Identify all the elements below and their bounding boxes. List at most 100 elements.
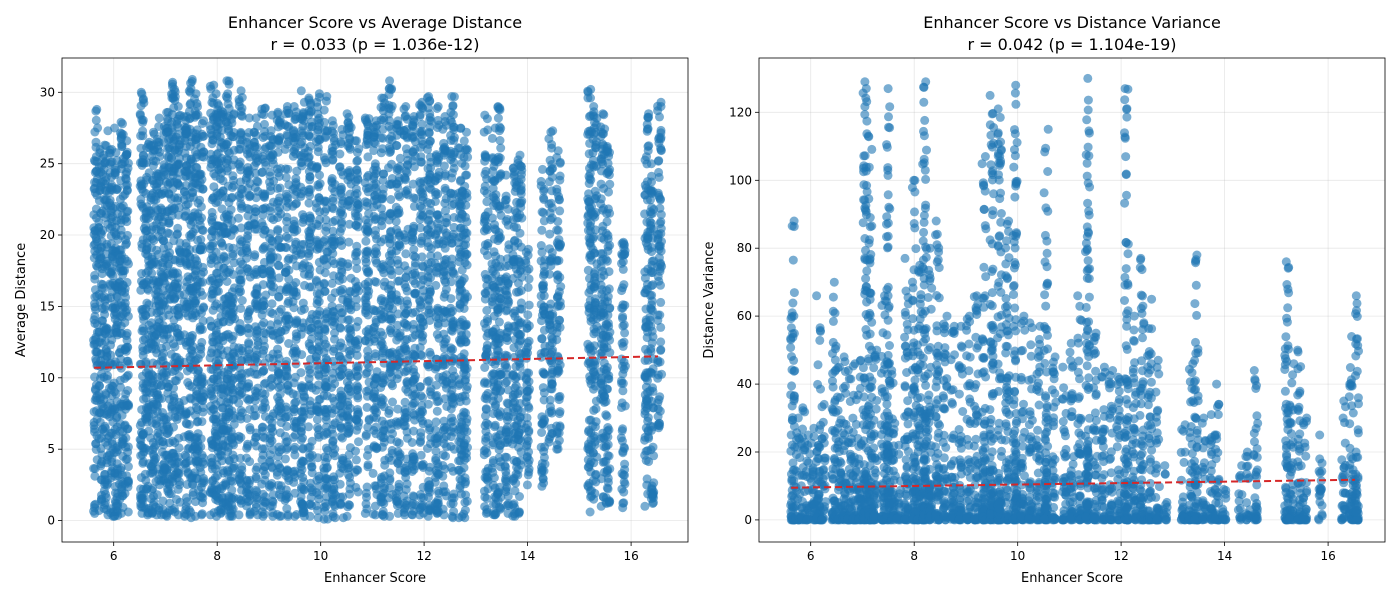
left-scatter-point (351, 482, 361, 492)
left-scatter-point (416, 157, 426, 167)
left-scatter-point (289, 432, 298, 442)
left-scatter-point (385, 265, 395, 275)
left-scatter-point (207, 139, 217, 149)
left-scatter-point (305, 172, 315, 182)
left-scatter-point (352, 264, 362, 274)
left-scatter-point (392, 165, 402, 175)
left-scatter-point (448, 344, 458, 354)
left-scatter-point (187, 187, 197, 197)
left-scatter-point (288, 297, 298, 307)
left-scatter-point (197, 225, 207, 235)
left-scatter-point (392, 437, 402, 447)
left-scatter-point (368, 509, 378, 519)
left-scatter-point (237, 296, 247, 305)
left-scatter-point (89, 156, 99, 165)
left-scatter-point (282, 322, 292, 332)
left-scatter-point (273, 235, 283, 245)
left-scatter-point (345, 500, 355, 510)
left-scatter-point (137, 326, 147, 336)
left-scatter-point (431, 417, 441, 427)
left-scatter-point (257, 321, 267, 331)
left-scatter-point (343, 397, 353, 407)
left-scatter-point (385, 511, 395, 521)
left-scatter-point (335, 162, 344, 172)
left-scatter-point (438, 450, 448, 460)
left-scatter-point (110, 123, 119, 133)
left-scatter-point (123, 507, 133, 517)
left-scatter-point (462, 127, 471, 137)
left-scatter-point (392, 255, 402, 265)
left-scatter-point (416, 490, 425, 499)
left-scatter-point (122, 356, 132, 366)
left-scatter-point (281, 232, 291, 242)
left-scatter-point (281, 494, 291, 504)
left-scatter-point (190, 356, 200, 366)
left-scatter-point (227, 500, 237, 510)
left-scatter-point (242, 382, 252, 392)
left-scatter-point (337, 224, 346, 233)
left-scatter-point (197, 417, 207, 427)
left-scatter-point (99, 261, 109, 271)
left-scatter-point (447, 152, 457, 162)
left-scatter-point (353, 393, 363, 403)
left-scatter-point (378, 189, 388, 199)
left-scatter-point (449, 92, 459, 102)
left-scatter-point (138, 150, 148, 160)
left-scatter-point (408, 147, 418, 157)
left-scatter-point (137, 89, 147, 99)
left-scatter-point (100, 498, 110, 508)
left-scatter-point (250, 396, 260, 406)
left-scatter-point (171, 376, 181, 386)
left-scatter-point (351, 211, 361, 221)
left-scatter-point (236, 304, 246, 313)
left-scatter-point (198, 262, 208, 272)
left-scatter-point (423, 230, 433, 240)
left-scatter-point (384, 234, 394, 244)
left-scatter-point (344, 237, 354, 247)
left-scatter-point (430, 364, 440, 374)
left-scatter-point (352, 381, 362, 390)
left-scatter-point (416, 450, 426, 460)
left-scatter-point (252, 176, 262, 186)
left-scatter-point (191, 110, 201, 120)
left-scatter-point (423, 419, 433, 429)
left-scatter-point (109, 227, 119, 237)
left-scatter-point (312, 310, 322, 319)
left-scatter-point (448, 101, 458, 111)
left-scatter-point (121, 433, 131, 443)
left-scatter-point (336, 235, 346, 245)
left-scatter-point (169, 422, 178, 432)
left-scatter-point (350, 136, 360, 146)
left-scatter-point (233, 213, 243, 223)
left-scatter-point (424, 305, 434, 315)
left-scatter-point (351, 446, 360, 456)
left-scatter-point (415, 111, 425, 121)
left-scatter-point (250, 250, 260, 260)
left-scatter-point (234, 371, 244, 380)
left-scatter-point (416, 428, 426, 438)
left-scatter-point (297, 456, 307, 466)
left-scatter-point (431, 190, 441, 200)
left-scatter-point (337, 184, 346, 194)
left-scatter-point (196, 349, 206, 359)
left-scatter-point (362, 359, 372, 369)
left-scatter-point (296, 86, 306, 96)
left-scatter-point (242, 476, 252, 486)
left-scatter-point (360, 197, 370, 207)
left-scatter-point (195, 305, 205, 315)
left-scatter-point (258, 402, 268, 412)
left-scatter-point (244, 338, 254, 347)
left-scatter-point (394, 479, 404, 489)
left-scatter-point (312, 415, 322, 424)
left-scatter-point (90, 270, 100, 280)
left-scatter-point (351, 455, 361, 465)
left-scatter-point (369, 249, 379, 259)
left-scatter-point (266, 243, 276, 253)
left-scatter-point (121, 343, 131, 353)
left-scatter-point (288, 201, 298, 211)
left-scatter-point (424, 127, 434, 137)
left-scatter-point (407, 510, 417, 519)
left-scatter-point (438, 313, 448, 323)
left-scatter-point (447, 173, 457, 183)
left-scatter-point (122, 239, 131, 248)
